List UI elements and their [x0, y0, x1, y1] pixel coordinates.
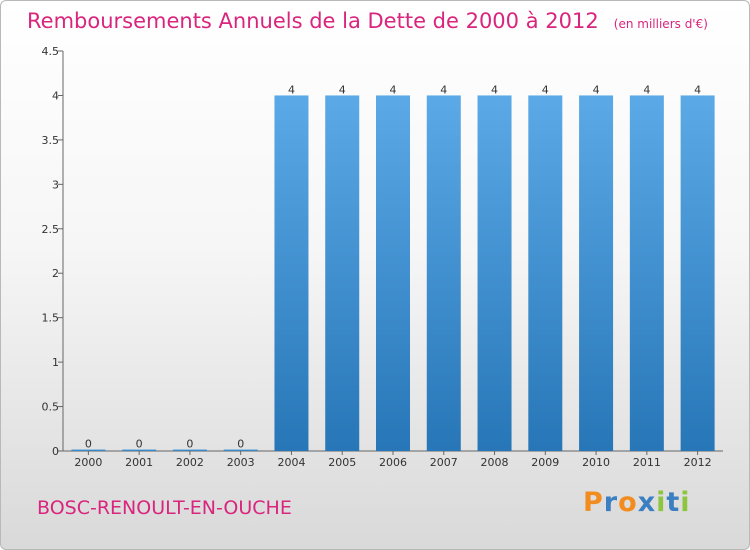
bar-2012: [680, 95, 715, 451]
y-tick-label: 2.5: [42, 223, 60, 236]
bar-2008: [477, 95, 512, 451]
y-tick-label: 1: [52, 356, 59, 369]
data-label-2001: 0: [136, 438, 143, 451]
x-tick-label: 2008: [481, 456, 509, 469]
data-label-2000: 0: [85, 438, 92, 451]
y-tick-label: 1.5: [42, 312, 60, 325]
bar-2005: [325, 95, 360, 451]
logo-letter: i: [656, 487, 667, 518]
chart-unit-note: (en milliers d'€): [613, 17, 708, 31]
x-tick-label: 2000: [74, 456, 102, 469]
y-tick-label: 0.5: [42, 401, 60, 414]
x-tick-label: 2002: [176, 456, 204, 469]
data-label-2010: 4: [593, 83, 600, 96]
x-tick-label: 2010: [582, 456, 610, 469]
bar-2001: [122, 449, 157, 451]
proxiti-logo: Proxiti: [583, 487, 691, 518]
bar-2010: [579, 95, 614, 451]
bar-2006: [376, 95, 410, 451]
logo-letter: P: [583, 487, 604, 518]
logo-letter: r: [603, 487, 619, 518]
x-tick-label: 2005: [328, 456, 356, 469]
data-label-2009: 4: [542, 83, 549, 96]
data-label-2006: 4: [390, 83, 397, 96]
data-label-2004: 4: [288, 83, 295, 96]
bar-2002: [172, 449, 207, 451]
x-tick-label: 2009: [531, 456, 559, 469]
y-tick-label: 3: [52, 178, 59, 191]
logo-letter: x: [637, 487, 657, 518]
x-tick-label: 2007: [430, 456, 458, 469]
x-tick-label: 2004: [277, 456, 305, 469]
y-tick-label: 4.5: [42, 45, 60, 58]
data-label-2003: 0: [237, 438, 244, 451]
data-label-2002: 0: [186, 438, 193, 451]
data-label-2011: 4: [643, 83, 650, 96]
y-tick-label: 2: [52, 267, 59, 280]
y-tick-label: 4: [52, 89, 59, 102]
logo-letter: o: [618, 487, 638, 518]
bar-2003: [223, 449, 258, 451]
chart-labels: 2000 0 2001 0 2002 0 2003 0 2004 4 2005 4 2006 4 2007 4…: [74, 83, 711, 469]
chart-title-text: Remboursements Annuels de la Dette de 20…: [27, 9, 599, 33]
x-tick-label: 2006: [379, 456, 407, 469]
data-label-2005: 4: [339, 83, 346, 96]
data-label-2008: 4: [491, 83, 498, 96]
data-label-2012: 4: [694, 83, 701, 96]
bar-2004: [274, 95, 309, 451]
y-tick-label: 3.5: [42, 134, 60, 147]
x-tick-label: 2011: [633, 456, 661, 469]
bar-2011: [629, 95, 664, 451]
chart-title: Remboursements Annuels de la Dette de 20…: [27, 9, 708, 33]
chart-bars: [71, 95, 715, 451]
bar-2007: [426, 95, 461, 451]
x-tick-label: 2003: [227, 456, 255, 469]
bar-2009: [528, 95, 563, 451]
y-tick-label: 0: [52, 445, 59, 458]
commune-name: BOSC-RENOULT-EN-OUCHE: [37, 497, 292, 519]
logo-letter: i: [680, 487, 691, 518]
logo-letter: t: [666, 487, 681, 518]
bar-2000: [71, 449, 106, 451]
x-tick-label: 2012: [684, 456, 712, 469]
data-label-2007: 4: [440, 83, 447, 96]
x-tick-label: 2001: [125, 456, 153, 469]
